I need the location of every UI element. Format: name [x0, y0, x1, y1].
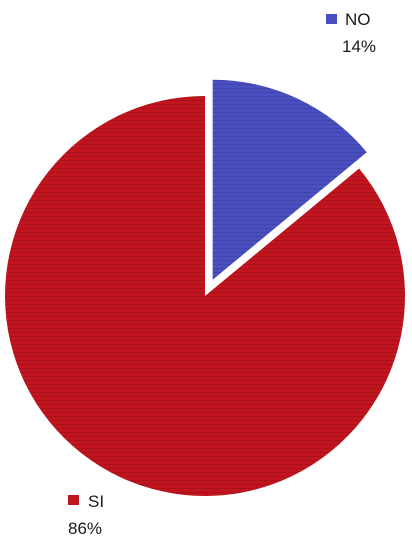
legend-label-si: SI — [88, 492, 104, 511]
pie-slices — [5, 79, 406, 497]
pie-slice-texture-si — [5, 96, 406, 497]
legend-entry-no: NO 14% — [326, 10, 376, 56]
legend-value-no: 14% — [342, 37, 376, 56]
legend-value-si: 86% — [68, 519, 102, 538]
legend-label-no: NO — [345, 10, 371, 29]
pie-slice-texture-no — [212, 79, 367, 280]
legend-swatch-no — [326, 14, 337, 24]
legend-entry-si: SI 86% — [68, 492, 104, 538]
legend-swatch-si — [68, 495, 79, 505]
